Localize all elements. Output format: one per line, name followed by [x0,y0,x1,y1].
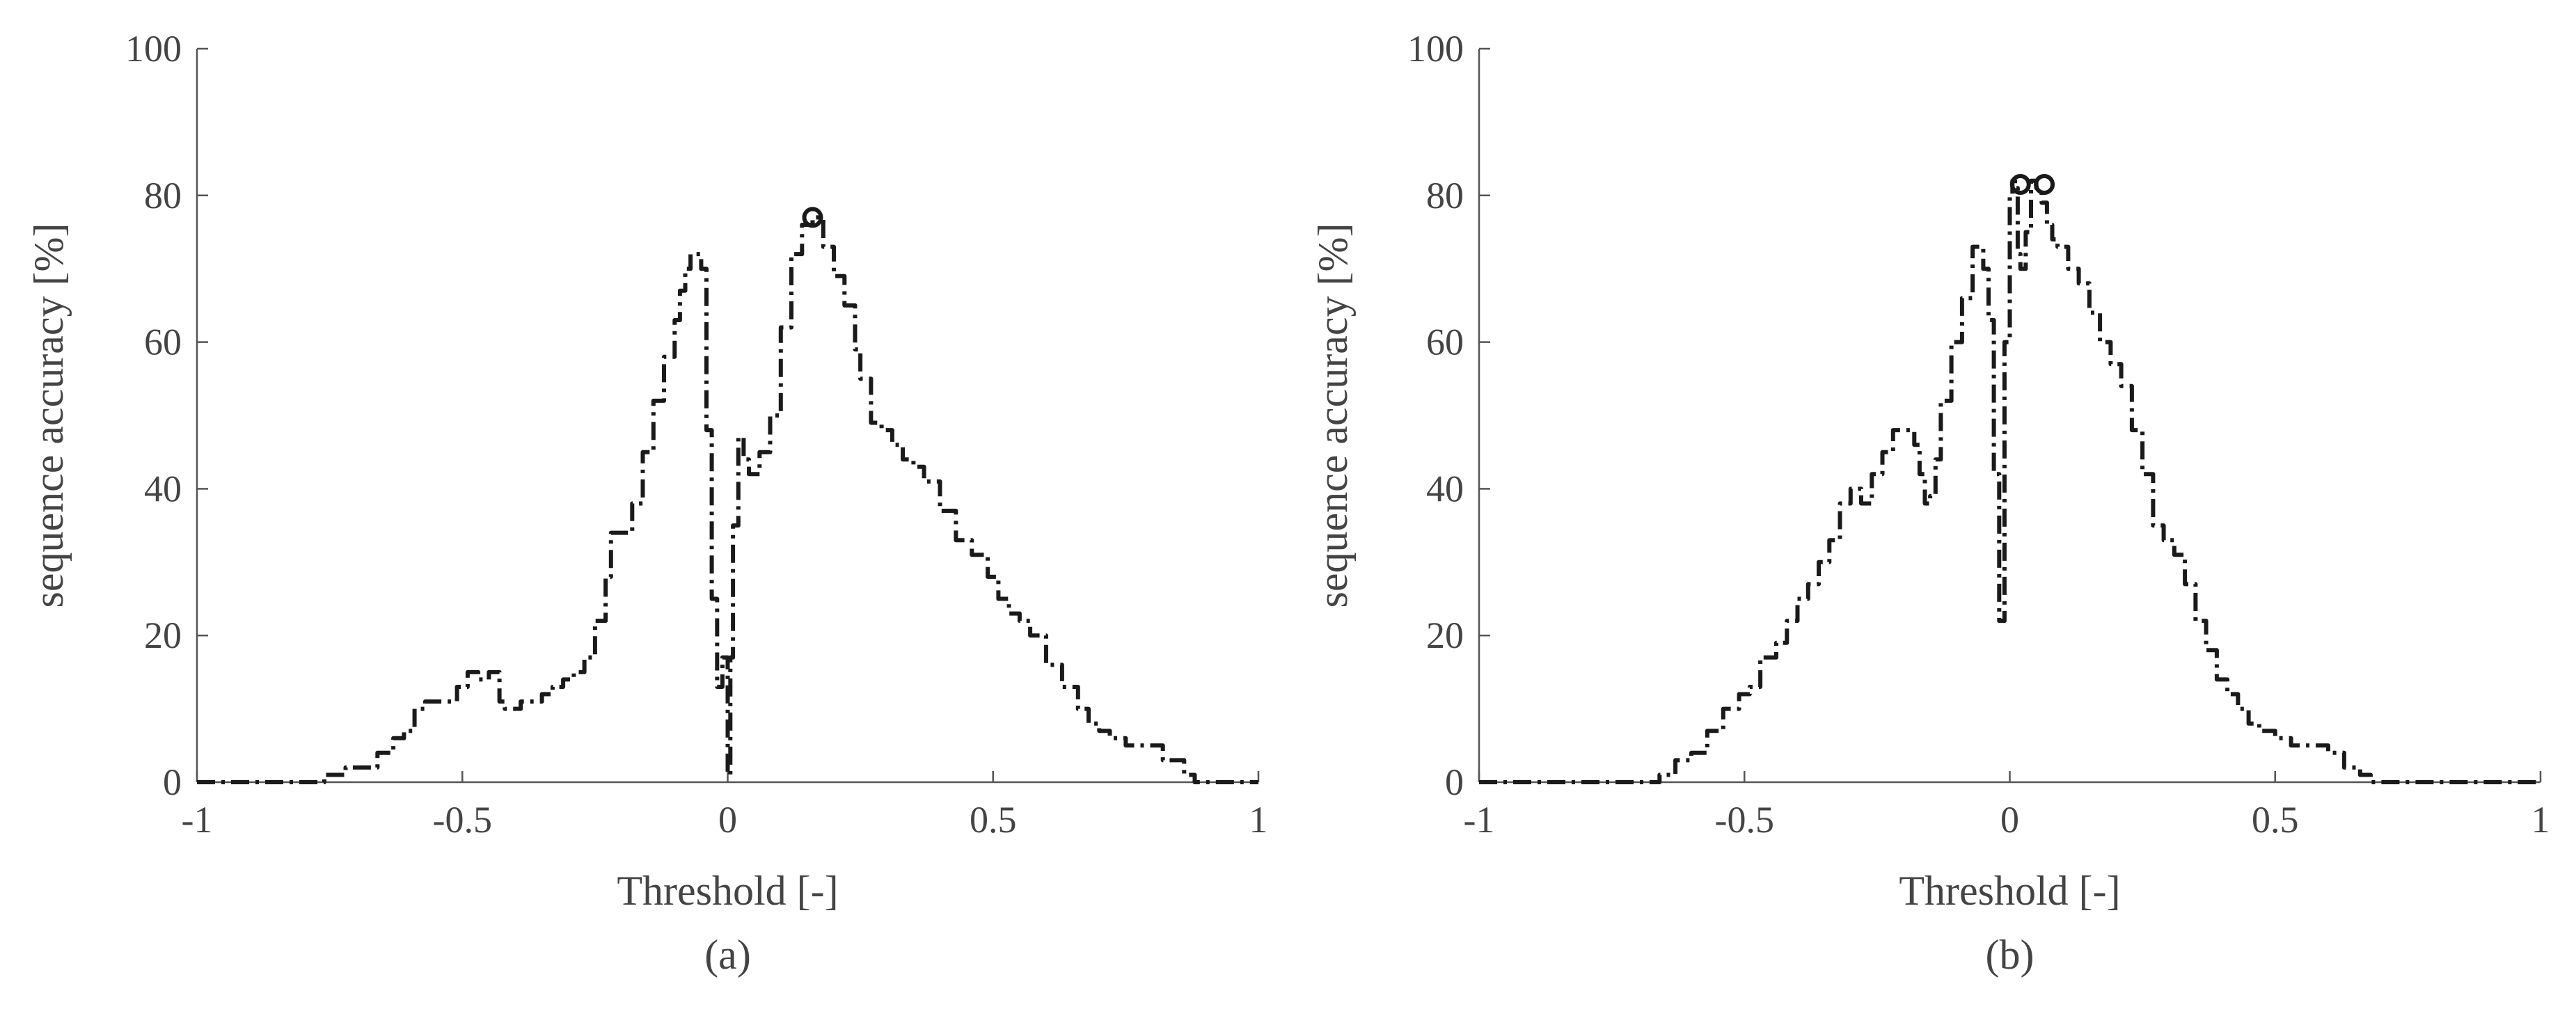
y-tick-label: 80 [144,175,182,216]
x-tick-label: -0.5 [1715,799,1774,841]
series-line [197,215,1258,784]
series-line [1479,178,2541,784]
panel-label: (a) [704,932,751,978]
y-tick-label: 20 [1426,614,1464,656]
x-tick-label: -0.5 [433,799,492,841]
y-tick-label: 80 [1426,175,1464,216]
y-tick-label: 0 [163,761,182,803]
y-axis-title: sequence accuracy [%] [26,223,72,608]
y-tick-label: 20 [144,614,182,656]
panel-label: (b) [1986,932,2034,978]
x-tick-label: 0.5 [2252,799,2299,841]
peak-marker [2009,173,2031,195]
y-axis-title: sequence accuracy [%] [1310,223,1356,608]
x-axis-title: Threshold [-] [1899,868,2120,914]
x-tick-label: -1 [182,799,213,841]
y-tick-label: 0 [1445,761,1464,803]
x-tick-label: 1 [1249,799,1268,841]
y-tick-label: 100 [1407,28,1464,70]
peak-marker [2034,173,2055,195]
y-tick-label: 40 [144,468,182,509]
y-tick-label: 40 [1426,468,1464,509]
peak-marker [802,207,823,228]
x-tick-label: 1 [2531,799,2550,841]
x-tick-label: 0 [2000,799,2019,841]
x-tick-label: 0.5 [970,799,1017,841]
y-tick-label: 60 [1426,322,1464,363]
chart-panel-b: 0 20 40 60 80 100 -1 -0.5 0 0.5 1 Threshold [-] sequ… [1310,28,2550,978]
y-tick-label: 100 [125,28,182,70]
x-tick-label: 0 [718,799,737,841]
y-tick-label: 60 [144,322,182,363]
chart-panel-a: 0 20 40 60 80 100 -1 -0.5 0 0.5 1 Threshold [-] sequ… [26,28,1268,978]
x-axis-title: Threshold [-] [617,868,838,914]
x-tick-label: -1 [1464,799,1495,841]
